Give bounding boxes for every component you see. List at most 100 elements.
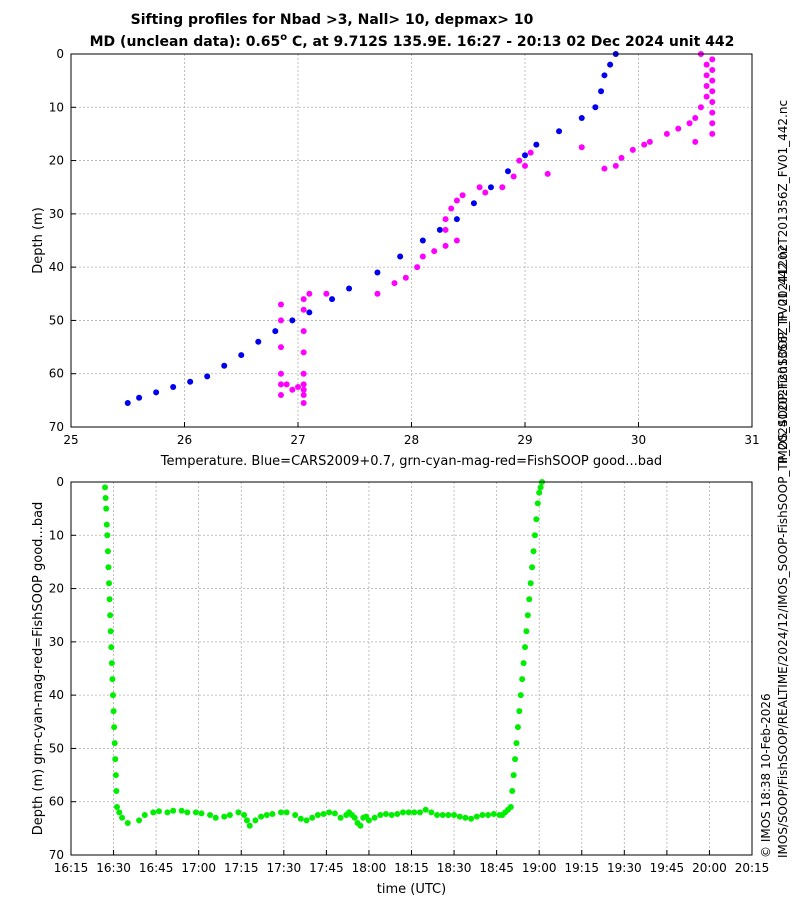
data-point xyxy=(629,146,636,153)
data-point xyxy=(289,386,296,393)
data-point xyxy=(110,708,117,715)
x-tick-label: 18:30 xyxy=(437,861,472,875)
title-degree-sup: o xyxy=(280,32,287,43)
data-point xyxy=(512,756,519,763)
figure-title-line2: MD (unclean data): 0.65o C, at 9.712S 13… xyxy=(90,32,735,50)
data-point xyxy=(277,301,284,308)
data-point xyxy=(155,808,162,815)
data-point xyxy=(394,810,401,817)
x-tick-label: 25 xyxy=(63,433,78,447)
data-point xyxy=(476,184,483,191)
data-point xyxy=(405,809,412,816)
x-tick-label: 28 xyxy=(404,433,419,447)
time-depth-panel: 16:15 16:30 16:45 17:00 17:15 17:30 17:45 18:00… xyxy=(31,475,769,897)
data-point xyxy=(113,788,120,795)
data-point xyxy=(141,812,148,819)
data-point xyxy=(402,274,409,281)
data-point xyxy=(226,812,233,819)
data-point xyxy=(283,381,290,388)
data-point xyxy=(703,61,710,68)
data-point xyxy=(490,810,497,817)
data-point xyxy=(104,548,111,555)
data-point xyxy=(314,812,321,819)
data-point xyxy=(641,141,648,148)
x-tick-label: 19:30 xyxy=(607,861,642,875)
data-point xyxy=(178,807,185,814)
data-point xyxy=(536,489,543,496)
data-point xyxy=(351,814,358,821)
x-tick-label: 17:30 xyxy=(267,861,302,875)
data-point xyxy=(510,772,517,779)
data-point xyxy=(300,381,307,388)
data-point xyxy=(422,806,429,813)
x-tick-label: 29 xyxy=(517,433,532,447)
data-point xyxy=(388,812,395,819)
data-point xyxy=(112,756,119,763)
data-point xyxy=(320,810,327,817)
data-point xyxy=(414,264,421,271)
data-point xyxy=(703,72,710,79)
data-point xyxy=(306,290,313,297)
data-point xyxy=(277,370,284,377)
data-point xyxy=(207,812,214,819)
x-axis-label: Temperature. Blue=CARS2009+0.7, grn-cyan… xyxy=(160,454,662,469)
x-axis-label: time (UTC) xyxy=(377,882,446,897)
data-point xyxy=(112,772,119,779)
data-point xyxy=(482,189,489,196)
data-point xyxy=(289,317,296,324)
y-tick-label: 60 xyxy=(49,367,64,381)
data-point xyxy=(646,138,653,145)
x-tick-label: 20:15 xyxy=(735,861,770,875)
series-fishsoop-good-green- xyxy=(102,479,546,829)
data-point xyxy=(709,120,716,127)
data-point xyxy=(445,812,452,819)
data-point xyxy=(119,814,126,821)
data-point xyxy=(703,93,710,100)
data-point xyxy=(507,804,514,811)
data-point xyxy=(272,328,279,335)
data-point xyxy=(411,809,418,816)
data-point xyxy=(419,237,426,244)
figure-title-line1: Sifting profiles for Nbad >3, Nall> 10, … xyxy=(131,12,534,28)
data-point xyxy=(442,226,449,233)
data-point xyxy=(453,216,460,223)
temperature-profile-panel: 25 26 27 28 29 30 31 0 10 20 30 40 50 60 70 Temperature… xyxy=(31,47,760,469)
data-point xyxy=(297,815,304,822)
x-tick-label: 26 xyxy=(177,433,192,447)
y-tick-label: 10 xyxy=(49,528,64,542)
data-point xyxy=(399,809,406,816)
data-point xyxy=(309,814,316,821)
x-tick-label: 19:45 xyxy=(650,861,685,875)
y-tick-label: 40 xyxy=(49,260,64,274)
x-tick-label: 18:45 xyxy=(479,861,514,875)
data-point xyxy=(522,644,528,651)
x-tick-label: 31 xyxy=(744,433,759,447)
data-point xyxy=(116,809,123,816)
title-suffix: C, at 9.712S 135.9E. 16:27 - 20:13 02 De… xyxy=(287,34,734,50)
y-tick-label: 70 xyxy=(49,848,64,862)
data-point xyxy=(598,88,605,95)
data-point xyxy=(300,400,307,407)
x-tick-label: 17:45 xyxy=(309,861,344,875)
data-point xyxy=(391,280,398,287)
data-point xyxy=(529,564,536,571)
y-tick-label: 10 xyxy=(49,100,64,114)
data-point xyxy=(419,253,426,260)
data-point xyxy=(277,344,284,351)
data-point xyxy=(504,168,511,175)
data-point xyxy=(192,809,199,816)
data-point xyxy=(456,813,463,820)
data-point xyxy=(533,141,540,148)
data-point xyxy=(300,328,307,335)
data-point xyxy=(517,692,524,699)
data-point xyxy=(601,72,608,79)
data-point xyxy=(686,120,693,127)
data-point xyxy=(487,184,494,191)
data-point xyxy=(453,237,460,244)
data-point xyxy=(263,812,270,819)
data-point xyxy=(612,162,619,169)
data-point xyxy=(323,290,330,297)
data-point xyxy=(556,128,563,135)
data-point xyxy=(509,788,516,795)
plot-area xyxy=(71,482,752,855)
